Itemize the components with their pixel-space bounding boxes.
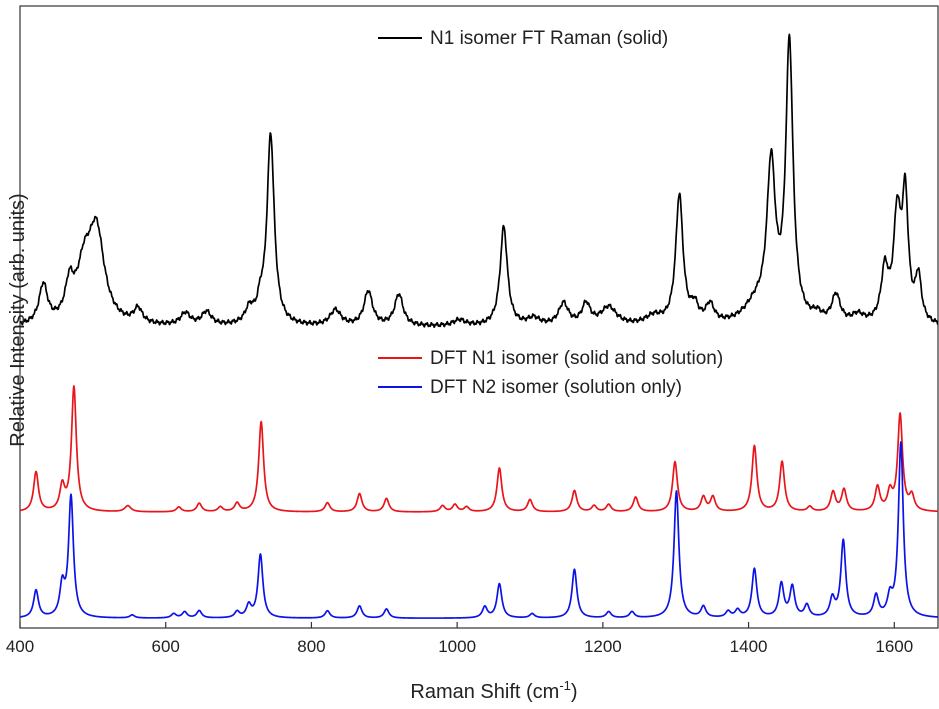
- x-axis-title: Raman Shift (cm-1): [410, 678, 577, 703]
- legend-label-dft-n2: DFT N2 isomer (solution only): [430, 377, 682, 398]
- legend-label-n1-ft-raman: N1 isomer FT Raman (solid): [430, 28, 668, 49]
- series-line-0: [20, 33, 938, 329]
- x-axis-ticks: 400 600 800 1000 1200 1400 1600: [6, 622, 913, 656]
- y-axis-title: Relative Intensity (arb. units): [7, 193, 29, 446]
- legend-entry-n1-ft-raman: N1 isomer FT Raman (solid): [378, 28, 668, 49]
- series-line-2: [20, 441, 938, 619]
- x-tick-label: 1400: [730, 637, 768, 656]
- series-layer: [20, 33, 938, 619]
- legend-entry-dft-n1: DFT N1 isomer (solid and solution): [378, 348, 723, 369]
- x-tick-label: 1000: [438, 637, 476, 656]
- legend-entry-dft-n2: DFT N2 isomer (solution only): [378, 377, 682, 398]
- x-tick-label: 600: [152, 637, 180, 656]
- legend-label-dft-n1: DFT N1 isomer (solid and solution): [430, 348, 723, 369]
- x-tick-label: 1600: [875, 637, 913, 656]
- x-tick-label: 400: [6, 637, 34, 656]
- plot-area-frame: [19, 5, 939, 629]
- series-line-1: [20, 385, 938, 513]
- x-tick-label: 1200: [584, 637, 622, 656]
- x-tick-label: 800: [297, 637, 325, 656]
